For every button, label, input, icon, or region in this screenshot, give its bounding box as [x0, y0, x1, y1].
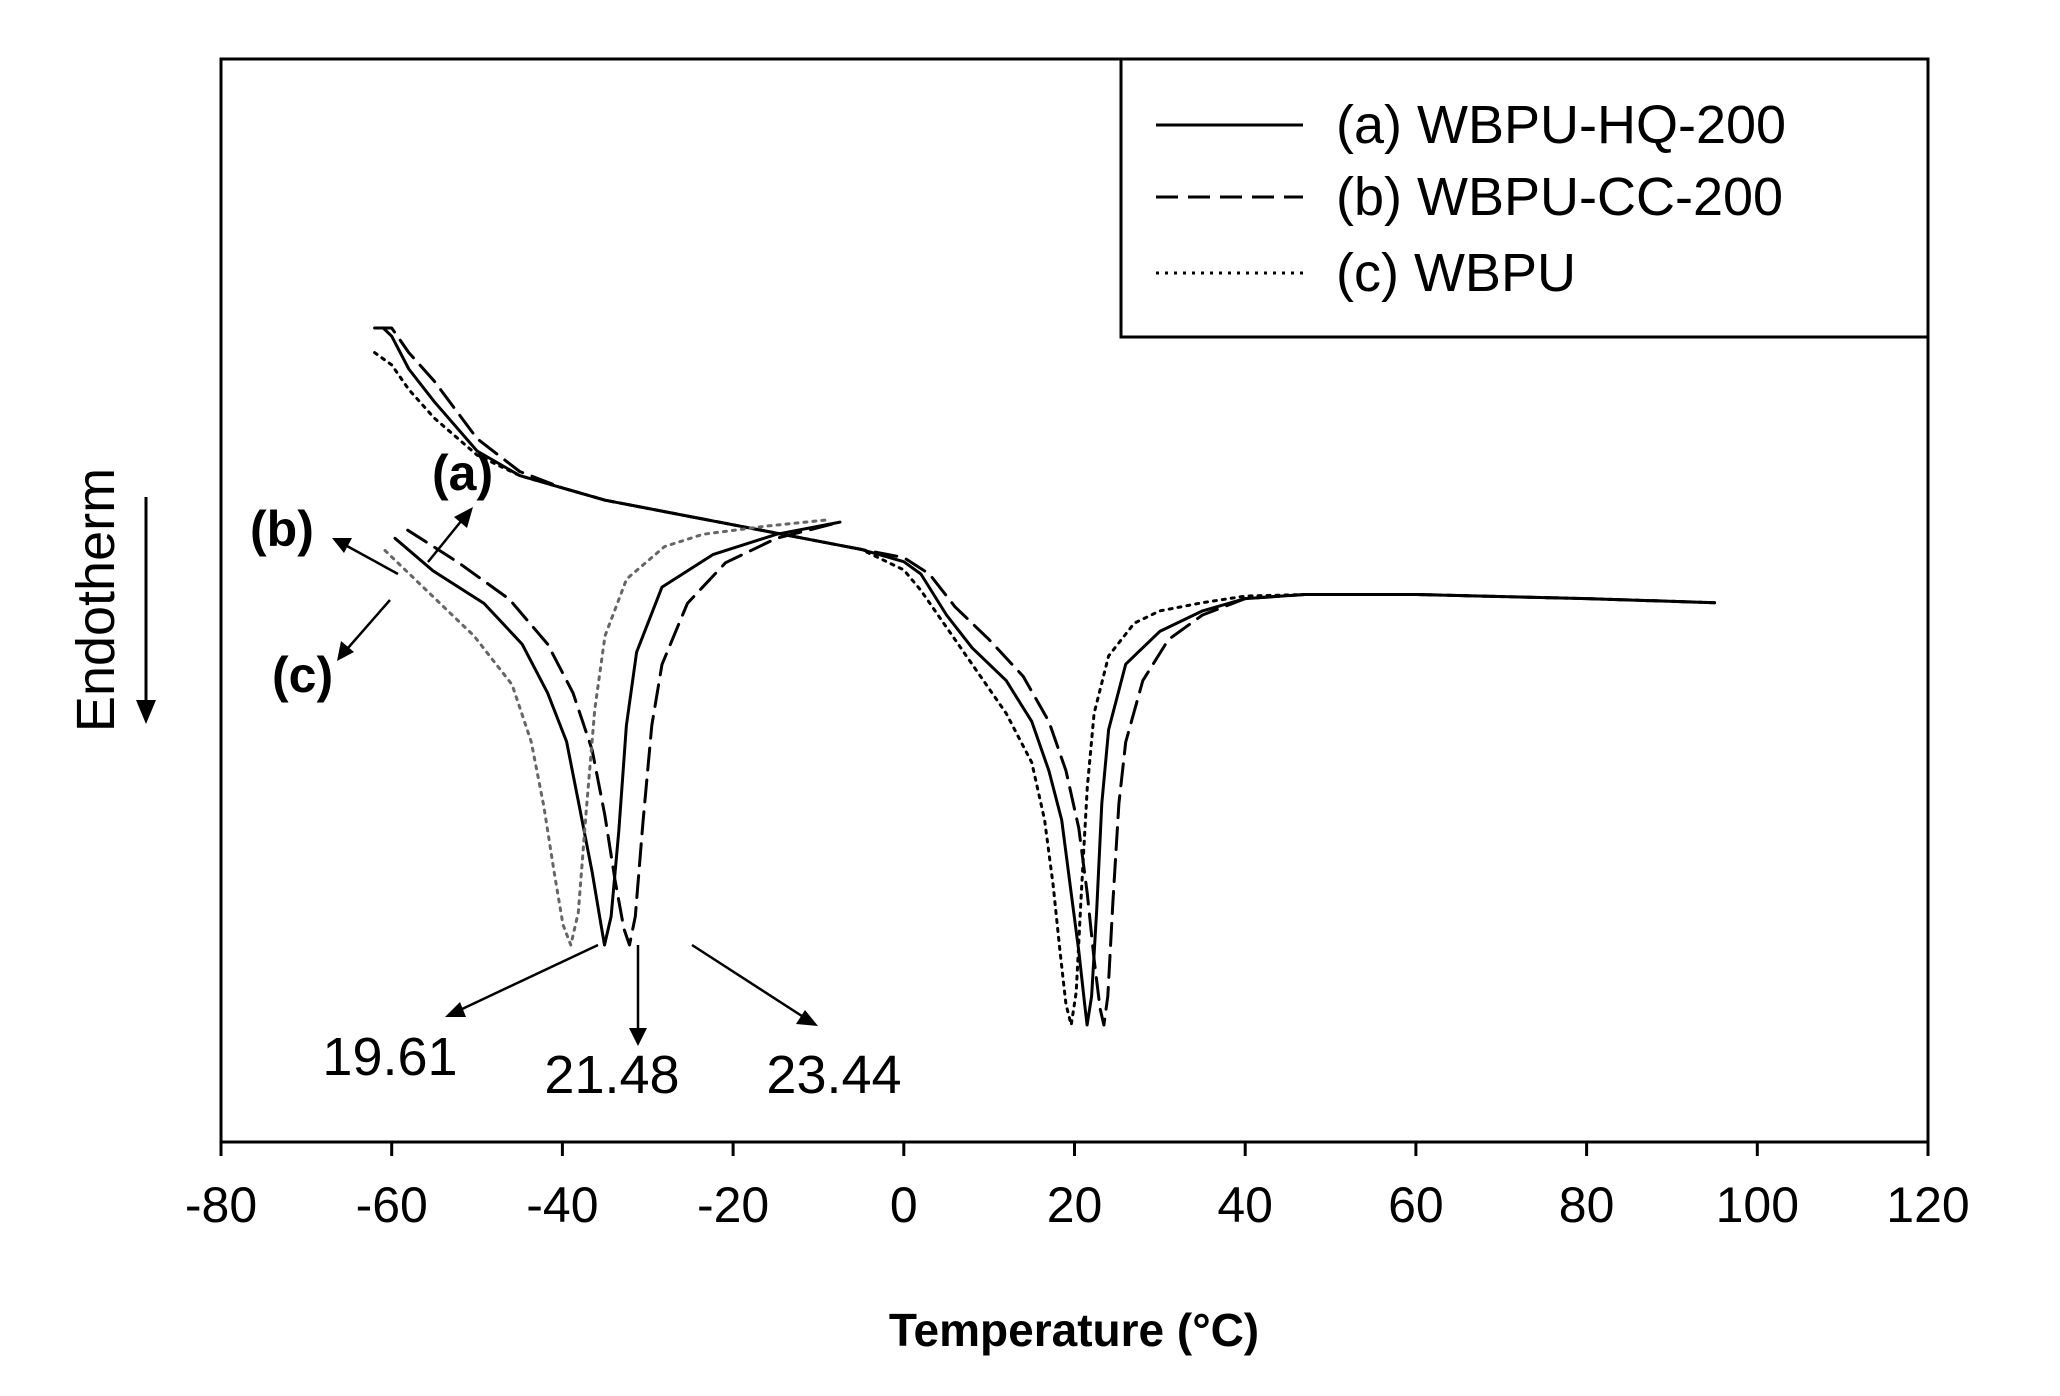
curve-label-c: (c)	[272, 647, 333, 703]
series-line-c-wbpu	[373, 351, 1717, 1027]
legend-label-a: (a) WBPU-HQ-200	[1336, 95, 1786, 155]
inset-annotations: (a) (b) (c) 19.61 21.48 23.44	[250, 445, 902, 1105]
x-tick-label: 40	[1217, 1177, 1273, 1233]
curve-label-b: (b)	[250, 501, 314, 557]
x-tick-label: -40	[526, 1177, 598, 1233]
arrow-a-head	[454, 507, 473, 528]
series-line-a-wbpu-hq-200	[381, 326, 1717, 1027]
y-axis-title-group: Endotherm	[66, 468, 156, 732]
y-axis-title: Endotherm	[66, 468, 126, 732]
x-tick-label: 120	[1886, 1177, 1969, 1233]
endotherm-arrow-head	[136, 700, 156, 724]
x-tick-label: 80	[1559, 1177, 1615, 1233]
arrow-b-line	[346, 544, 399, 576]
x-axis-title: Temperature (°C)	[889, 1304, 1259, 1356]
arrow-b-head	[332, 538, 352, 553]
peak-arrow-19-line	[459, 943, 599, 1012]
peak-arrow-23-head	[796, 1010, 818, 1026]
arrow-c-head	[337, 641, 354, 661]
inset-series-group	[383, 518, 842, 947]
arrow-c-line	[347, 599, 391, 649]
x-tick-label: 0	[890, 1177, 918, 1233]
x-tick-label: -20	[697, 1177, 769, 1233]
inset-line-b-wbpu-cc-200	[406, 520, 842, 947]
peak-arrow-19-head	[445, 1002, 466, 1017]
peak-arrow-23-line	[691, 943, 806, 1020]
legend: (a) WBPU-HQ-200 (b) WBPU-CC-200 (c) WBPU	[1119, 57, 1930, 339]
peak-value-21-48: 21.48	[544, 1045, 679, 1105]
x-axis: -80 -60 -40 -20 0 20 40 60 80 100 120	[185, 1142, 1970, 1233]
peak-value-23-44: 23.44	[766, 1045, 901, 1105]
peak-arrow-21-head	[629, 1028, 647, 1046]
legend-label-b: (b) WBPU-CC-200	[1336, 167, 1783, 227]
curve-label-a: (a)	[432, 445, 493, 501]
inset-line-a-wbpu-hq-200	[393, 520, 842, 947]
x-tick-label: -60	[356, 1177, 428, 1233]
peak-value-19-61: 19.61	[322, 1027, 457, 1087]
x-tick-label: 20	[1047, 1177, 1103, 1233]
x-tick-label: 100	[1716, 1177, 1799, 1233]
legend-label-c: (c) WBPU	[1336, 243, 1576, 303]
x-tick-label: 60	[1388, 1177, 1444, 1233]
inset-line-c-wbpu	[383, 518, 832, 947]
main-series-group	[373, 326, 1717, 1027]
x-tick-label: -80	[185, 1177, 257, 1233]
arrow-a-line	[427, 519, 463, 563]
